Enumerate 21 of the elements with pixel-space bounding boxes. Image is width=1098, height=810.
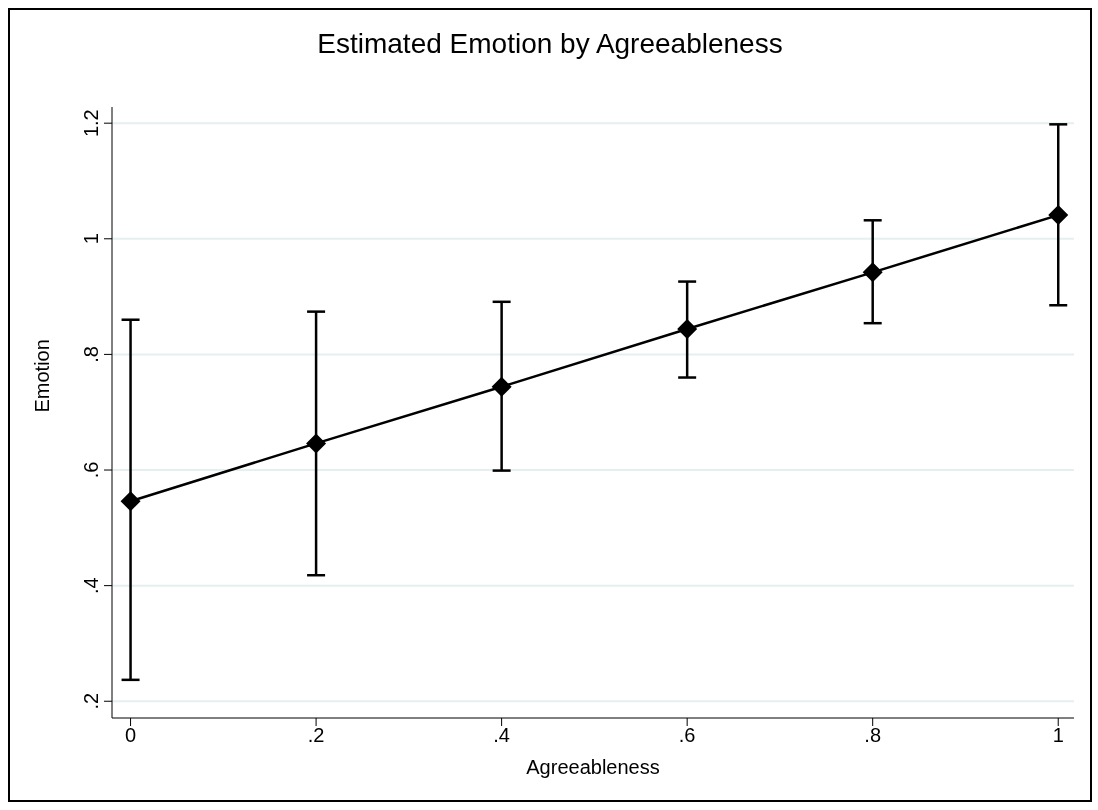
- point: [120, 491, 141, 512]
- point: [677, 318, 698, 339]
- x-tick-label: 1: [1052, 724, 1064, 747]
- point: [1048, 205, 1069, 226]
- chart-title: Estimated Emotion by Agreeableness: [316, 28, 784, 60]
- x-tick-label: .4: [493, 724, 510, 747]
- y-tick-label: 1: [80, 233, 102, 245]
- y-tick-label: .8: [80, 346, 102, 363]
- x-tick-label: .2: [307, 724, 325, 747]
- point: [862, 262, 883, 283]
- x-axis-title: Agreeableness: [526, 756, 660, 778]
- y-tick-label: .6: [80, 461, 102, 479]
- y-tick-label: .2: [80, 692, 102, 710]
- y-axis-title: Emotion: [31, 339, 54, 413]
- point: [491, 376, 512, 397]
- x-tick-label: .6: [678, 724, 696, 747]
- y-tick-label: .4: [80, 577, 102, 594]
- x-tick-label: .8: [864, 724, 882, 747]
- point: [306, 433, 327, 454]
- x-tick-label: 0: [124, 724, 137, 747]
- y-tick-label: 1.2: [80, 109, 102, 138]
